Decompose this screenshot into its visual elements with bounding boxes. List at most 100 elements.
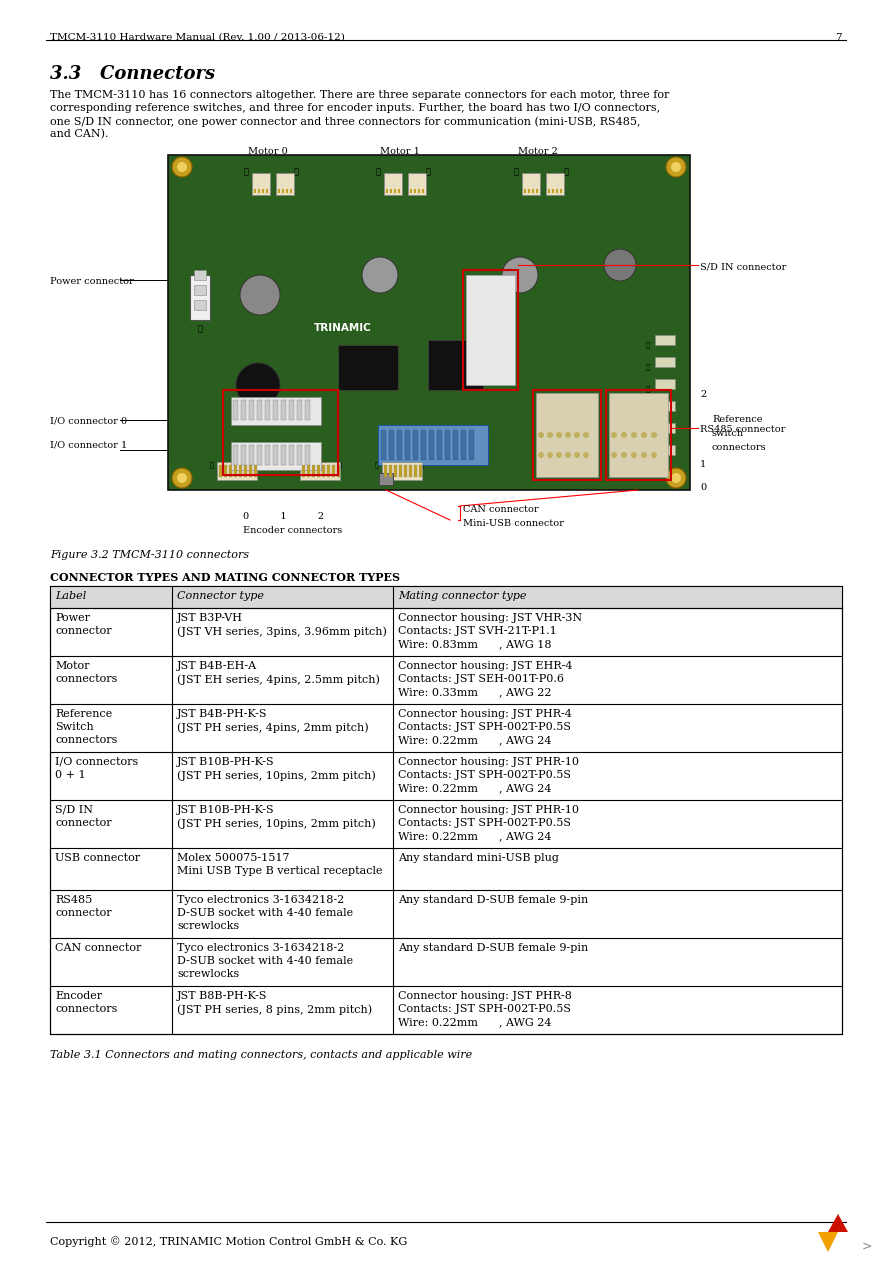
FancyBboxPatch shape (546, 173, 564, 196)
Text: Power connector: Power connector (50, 276, 134, 286)
Circle shape (583, 452, 589, 458)
Bar (419, 464, 422, 477)
FancyBboxPatch shape (231, 442, 321, 469)
Text: ③: ③ (197, 326, 202, 333)
FancyBboxPatch shape (655, 445, 675, 456)
Bar (327, 464, 330, 477)
Bar (404, 464, 407, 477)
Circle shape (666, 468, 686, 488)
Text: >: > (862, 1241, 872, 1253)
Circle shape (631, 432, 637, 438)
FancyBboxPatch shape (609, 392, 668, 477)
Circle shape (177, 162, 187, 172)
Text: JST B4B-PH-K-S
(JST PH series, 4pins, 2mm pitch): JST B4B-PH-K-S (JST PH series, 4pins, 2m… (177, 709, 368, 733)
Circle shape (604, 249, 636, 281)
Text: Motor 2: Motor 2 (518, 146, 558, 156)
Text: connectors: connectors (712, 443, 766, 452)
Bar (305, 445, 310, 464)
Text: ①: ① (488, 321, 492, 328)
FancyBboxPatch shape (384, 173, 402, 196)
Text: ①: ① (323, 461, 327, 468)
FancyBboxPatch shape (252, 173, 270, 196)
Text: Copyright © 2012, TRINAMIC Motion Control GmbH & Co. KG: Copyright © 2012, TRINAMIC Motion Contro… (50, 1235, 408, 1247)
FancyBboxPatch shape (190, 275, 210, 321)
Bar (524, 189, 526, 193)
Bar (297, 445, 302, 464)
Bar (233, 400, 238, 420)
Text: JST B10B-PH-K-S
(JST PH series, 10pins, 2mm pitch): JST B10B-PH-K-S (JST PH series, 10pins, … (177, 757, 376, 781)
Bar (249, 445, 254, 464)
Text: ④: ④ (564, 168, 568, 175)
Circle shape (547, 432, 553, 438)
Bar (469, 430, 474, 461)
Bar (317, 464, 320, 477)
Bar (194, 300, 206, 310)
Text: Power
connector: Power connector (55, 613, 112, 636)
Bar (332, 464, 335, 477)
Bar (239, 464, 242, 477)
Bar (266, 189, 268, 193)
Text: Motor
connectors: Motor connectors (55, 661, 118, 684)
Text: ⑧: ⑧ (338, 461, 343, 468)
Text: ④: ④ (646, 428, 650, 435)
Circle shape (574, 432, 580, 438)
Circle shape (236, 363, 280, 408)
Text: Label: Label (55, 591, 87, 601)
Bar (194, 270, 206, 280)
Bar (437, 430, 442, 461)
Text: ⑤  ⑨: ⑤ ⑨ (552, 400, 566, 408)
Text: ④: ④ (646, 339, 650, 348)
Text: Reference
Switch
connectors: Reference Switch connectors (55, 709, 118, 746)
Circle shape (240, 275, 280, 316)
Bar (244, 464, 247, 477)
FancyBboxPatch shape (379, 473, 393, 485)
Bar (305, 400, 310, 420)
Bar (249, 464, 252, 477)
Bar (322, 464, 325, 477)
Bar (302, 464, 305, 477)
Text: ①: ① (376, 168, 381, 175)
FancyBboxPatch shape (382, 462, 422, 480)
Bar (249, 400, 254, 420)
Bar (297, 400, 302, 420)
FancyBboxPatch shape (522, 173, 540, 196)
Text: 3.3   Connectors: 3.3 Connectors (50, 66, 215, 83)
Text: CAN connector: CAN connector (463, 505, 539, 514)
Bar (399, 464, 402, 477)
Circle shape (362, 257, 398, 293)
Text: S/D IN
connector: S/D IN connector (55, 805, 112, 828)
FancyBboxPatch shape (50, 586, 842, 1034)
Circle shape (538, 432, 544, 438)
Bar (397, 430, 402, 461)
Text: ①: ① (197, 270, 202, 278)
Text: ①: ① (646, 451, 650, 458)
FancyBboxPatch shape (408, 173, 426, 196)
Bar (394, 189, 396, 193)
Text: The TMCM-3110 has 16 connectors altogether. There are three separate connectors : The TMCM-3110 has 16 connectors altogeth… (50, 90, 669, 100)
Text: 101: 101 (251, 375, 265, 384)
Text: ①: ① (514, 168, 518, 175)
Circle shape (611, 452, 617, 458)
FancyBboxPatch shape (168, 155, 690, 490)
Bar (405, 430, 410, 461)
Text: I/O connector 0: I/O connector 0 (50, 416, 128, 427)
Polygon shape (828, 1214, 848, 1232)
Bar (281, 400, 286, 420)
Bar (413, 430, 418, 461)
Bar (386, 189, 388, 193)
Bar (381, 430, 386, 461)
Text: 2: 2 (700, 390, 706, 399)
Text: Table 3.1 Connectors and mating connectors, contacts and applicable wire: Table 3.1 Connectors and mating connecto… (50, 1050, 472, 1060)
Circle shape (583, 432, 589, 438)
Text: ①: ① (646, 362, 650, 370)
Text: ①: ① (293, 461, 297, 468)
Text: TRINAMIC: TRINAMIC (314, 323, 372, 333)
Text: ⑧: ⑧ (420, 461, 424, 468)
Text: TMCM-3110 Hardware Manual (Rev. 1.00 / 2013-06-12): TMCM-3110 Hardware Manual (Rev. 1.00 / 2… (50, 33, 345, 42)
Circle shape (651, 452, 657, 458)
FancyBboxPatch shape (300, 462, 340, 480)
Text: Mating connector type: Mating connector type (398, 591, 526, 601)
Bar (289, 400, 294, 420)
FancyBboxPatch shape (378, 425, 488, 464)
Bar (273, 445, 278, 464)
